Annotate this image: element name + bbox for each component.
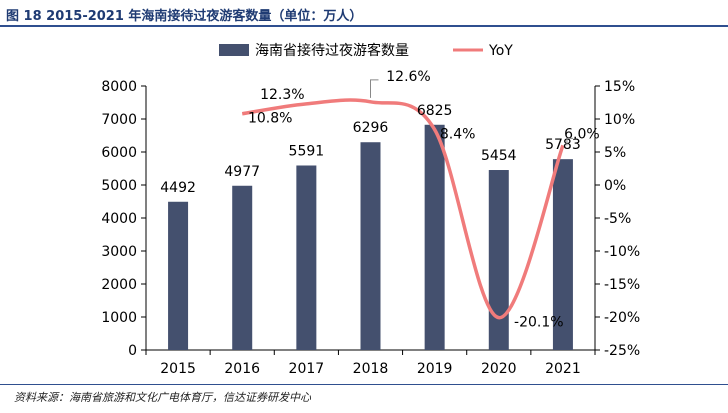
- left-tick-label: 5000: [101, 178, 137, 194]
- bar-value-label: 5591: [289, 143, 325, 159]
- legend-line-label: YoY: [488, 43, 513, 59]
- left-tick-label: 0: [128, 343, 137, 359]
- yoy-value-label: 12.6%: [386, 69, 430, 85]
- left-tick-label: 7000: [101, 112, 137, 128]
- legend-bar-label: 海南省接待过夜游客数量: [255, 42, 409, 59]
- bar: [424, 124, 445, 351]
- yoy-value-label: 10.8%: [248, 111, 292, 127]
- legend: 海南省接待过夜游客数量 YoY: [219, 42, 513, 59]
- right-tick-label: -20%: [604, 310, 640, 326]
- left-tick-label: 4000: [101, 211, 137, 227]
- bar-value-label: 4492: [160, 180, 196, 196]
- x-tick-label: 2020: [481, 361, 517, 377]
- bar-value-label: 6296: [353, 120, 389, 136]
- yoy-value-label: 6.0%: [564, 126, 600, 142]
- bar: [488, 170, 509, 350]
- yoy-value-label: -20.1%: [514, 315, 564, 331]
- bar-value-label: 5783: [545, 137, 581, 153]
- right-tick-label: -5%: [604, 211, 631, 227]
- right-tick-label: 15%: [604, 79, 635, 95]
- yoy-value-label: 12.3%: [260, 87, 304, 103]
- bar: [168, 201, 189, 350]
- left-tick-label: 8000: [101, 79, 137, 95]
- bar-value-label: 4977: [224, 164, 260, 180]
- source-note: 资料来源：海南省旅游和文化广电体育厅，信达证券研发中心: [14, 391, 311, 404]
- x-tick-label: 2021: [545, 361, 581, 377]
- bar: [296, 165, 317, 350]
- x-tick-label: 2016: [224, 361, 260, 377]
- bar: [232, 185, 253, 350]
- x-tick-label: 2015: [160, 361, 196, 377]
- bottom-rule: [0, 384, 728, 385]
- combo-chart: 海南省接待过夜游客数量 YoY 0 1000 2000 3000 4000 5000 600…: [101, 42, 640, 377]
- yoy-line-series: [241, 98, 565, 320]
- yoy-line: [241, 98, 565, 320]
- x-tick-label: 2017: [289, 361, 325, 377]
- right-tick-label: -15%: [604, 277, 640, 293]
- data-labels: 4492 4977 5591 6296 6825 5454 5783 10.8% 12.3% 12…: [160, 69, 599, 331]
- left-tick-label: 2000: [101, 277, 137, 293]
- leader-line: [370, 79, 379, 98]
- bar-series: [168, 124, 573, 351]
- bar-value-label: 6825: [417, 103, 453, 119]
- left-tick-label: 6000: [101, 145, 137, 161]
- x-tick-label: 2018: [353, 361, 389, 377]
- right-tick-label: -25%: [604, 343, 640, 359]
- right-tick-label: 5%: [604, 145, 626, 161]
- left-tick-label: 3000: [101, 244, 137, 260]
- bar: [552, 159, 573, 350]
- title-rule: [0, 25, 728, 27]
- yoy-value-label: 8.4%: [440, 127, 476, 143]
- bar-value-label: 5454: [481, 148, 517, 164]
- right-tick-label: 10%: [604, 112, 635, 128]
- bar: [360, 142, 381, 350]
- right-tick-label: -10%: [604, 244, 640, 260]
- x-tick-label: 2019: [417, 361, 453, 377]
- axes: 0 1000 2000 3000 4000 5000 6000 7000 8000 -25% -20…: [101, 79, 640, 377]
- right-tick-label: 0%: [604, 178, 626, 194]
- figure-title: 图 18 2015-2021 年海南接待过夜游客数量（单位：万人）: [6, 9, 363, 24]
- legend-bar-swatch: [219, 44, 249, 56]
- leader-line: [566, 137, 573, 146]
- left-tick-label: 1000: [101, 310, 137, 326]
